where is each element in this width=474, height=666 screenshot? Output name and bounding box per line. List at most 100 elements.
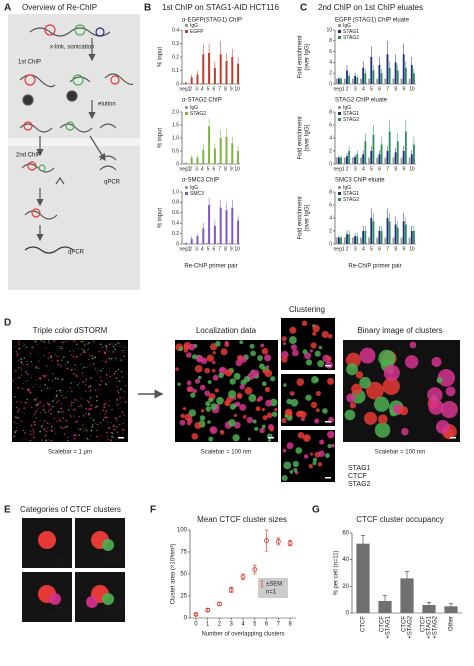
signal-blob xyxy=(281,356,288,363)
y-tick-label: 0.4 xyxy=(172,27,179,33)
legend-swatch xyxy=(338,112,341,115)
signal-blob xyxy=(186,421,192,426)
bar xyxy=(199,83,202,84)
signal-blob xyxy=(359,376,371,389)
image-title: Clustering xyxy=(289,305,325,314)
bar xyxy=(362,154,365,164)
signal-blob xyxy=(115,417,117,420)
bar xyxy=(370,218,373,244)
signal-blob xyxy=(36,343,38,345)
category-label: CTCF xyxy=(54,560,70,566)
legend-label: IgG xyxy=(190,185,198,191)
signal-blob xyxy=(106,421,109,423)
y-tick-label: 2 xyxy=(329,71,332,77)
y-tick-label: 0.1 xyxy=(172,68,179,74)
signal-blob xyxy=(300,417,305,422)
signal-blob xyxy=(66,367,69,370)
y-tick-label: 0 xyxy=(329,161,332,167)
signal-blob xyxy=(15,355,17,357)
signal-blob xyxy=(204,367,210,374)
x-tick-label: 5 xyxy=(370,166,373,172)
x-axis-label: Number of overlapping clusters xyxy=(201,632,284,638)
signal-blob xyxy=(183,344,189,350)
signal-blob xyxy=(378,349,396,367)
signal-blob xyxy=(70,414,72,416)
signal-blob xyxy=(35,417,37,419)
signal-blob xyxy=(116,398,119,401)
signal-blob xyxy=(88,358,90,360)
signal-blob xyxy=(216,396,224,405)
signal-blob xyxy=(327,356,332,362)
signal-blob xyxy=(99,412,101,414)
signal-blob xyxy=(82,362,84,364)
signal-blob xyxy=(296,378,305,386)
signal-blob xyxy=(89,364,91,366)
legend-label: SMC3 xyxy=(190,191,204,197)
signal-blob xyxy=(51,410,53,412)
data-point xyxy=(252,567,258,572)
signal-blob xyxy=(206,354,214,362)
x-tick-label: 3 xyxy=(195,246,198,252)
signal-blob xyxy=(266,365,270,369)
x-tick-label: 10 xyxy=(234,166,240,172)
y-axis-label: % input xyxy=(158,208,164,228)
signal-blob xyxy=(38,403,39,405)
bar xyxy=(231,143,234,164)
signal-blob xyxy=(25,346,28,349)
signal-blob xyxy=(29,439,32,442)
signal-blob xyxy=(90,354,93,357)
signal-blob xyxy=(82,428,84,430)
signal-blob xyxy=(59,389,61,392)
signal-blob xyxy=(60,347,62,349)
category-label: +STAG1 xyxy=(100,560,123,566)
signal-blob xyxy=(199,415,206,421)
bar xyxy=(386,218,389,244)
signal-blob xyxy=(40,425,43,428)
signal-blob xyxy=(117,404,120,406)
category-label: CTCF xyxy=(107,602,123,608)
signal-blob xyxy=(51,380,54,382)
signal-blob xyxy=(94,367,96,369)
signal-blob xyxy=(20,367,22,369)
bar xyxy=(225,61,228,84)
y-tick-label: 0.3 xyxy=(172,41,179,47)
bar xyxy=(237,151,240,164)
signal-blob xyxy=(197,375,202,380)
signal-blob xyxy=(34,421,36,423)
scalebar xyxy=(268,437,274,439)
signal-blob xyxy=(267,438,272,442)
y-tick-label: 0.2 xyxy=(172,54,179,60)
y-tick-label: 6 xyxy=(329,122,332,128)
error-bar xyxy=(276,537,281,546)
signal-blob xyxy=(106,416,109,419)
y-tick-label: 100 xyxy=(177,528,188,534)
x-tick-label: 5 xyxy=(370,246,373,252)
signal-blob xyxy=(322,408,328,414)
legend-label: STAG2 xyxy=(343,117,359,123)
step-label: x-link, sonication xyxy=(50,45,94,51)
signal-blob xyxy=(88,439,90,441)
bar xyxy=(410,231,413,244)
signal-blob xyxy=(77,428,79,430)
signal-blob xyxy=(207,420,211,424)
signal-blob xyxy=(43,428,46,431)
signal-blob xyxy=(31,364,33,366)
signal-blob xyxy=(409,341,417,349)
bar xyxy=(337,157,340,164)
panel-label: E xyxy=(4,505,11,516)
bar xyxy=(394,224,397,244)
chart-title: α-EGFP(STAG1) ChIP xyxy=(182,18,242,24)
signal-blob xyxy=(324,453,330,459)
bar xyxy=(196,157,199,164)
bar xyxy=(208,205,211,244)
legend-label: STAG2 xyxy=(190,111,206,117)
signal-blob xyxy=(65,396,67,399)
signal-blob xyxy=(37,361,39,363)
signal-blob xyxy=(33,423,36,426)
signal-blob xyxy=(12,402,14,404)
signal-blob xyxy=(123,397,125,399)
signal-blob xyxy=(382,377,400,396)
y-tick-label: 40 xyxy=(342,557,349,563)
bar xyxy=(364,73,367,84)
signal-blob xyxy=(59,412,61,414)
